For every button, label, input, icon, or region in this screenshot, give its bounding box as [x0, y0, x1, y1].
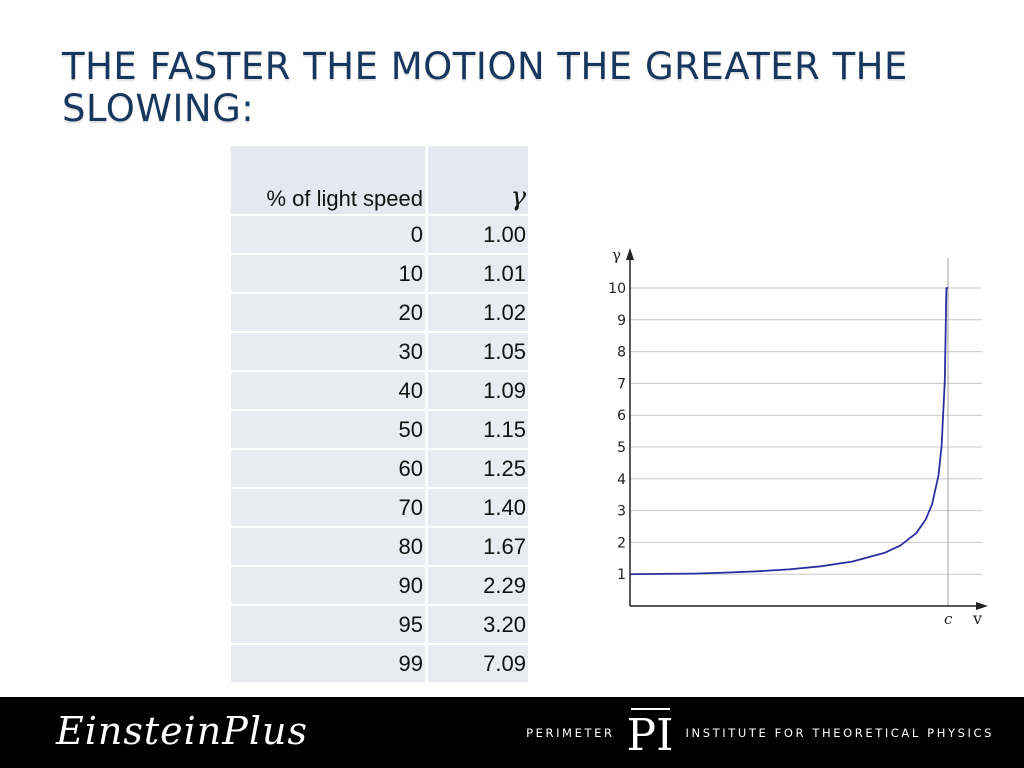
- cell-gamma: 1.40: [428, 489, 528, 528]
- cell-light-speed: 60: [231, 450, 428, 489]
- institute-text: INSTITUTE FOR THEORETICAL PHYSICS: [685, 726, 994, 740]
- c-label: c: [944, 610, 953, 628]
- table-row: 50 1.15: [231, 411, 528, 450]
- y-tick-label: 2: [617, 535, 626, 551]
- gamma-curve: [629, 287, 948, 576]
- y-tick-label: 5: [617, 440, 626, 456]
- table-row: 95 3.20: [231, 606, 528, 645]
- table-header-row: % of light speed γ: [231, 146, 528, 216]
- cell-gamma: 3.20: [428, 606, 528, 645]
- y-axis-arrow: [626, 248, 634, 260]
- table-body: 0 1.00 10 1.01 20 1.02 30 1.05 40 1.09 50 1.15 60 1.2…: [231, 216, 528, 684]
- table-row: 70 1.40: [231, 489, 528, 528]
- cell-light-speed: 40: [231, 372, 428, 411]
- pi-logo-mark: PI: [626, 708, 674, 761]
- table-row: 40 1.09: [231, 372, 528, 411]
- cell-light-speed: 10: [231, 255, 428, 294]
- chart-grid: [630, 287, 982, 575]
- cell-light-speed: 0: [231, 216, 428, 255]
- cell-gamma: 1.00: [428, 216, 528, 255]
- cell-light-speed: 70: [231, 489, 428, 528]
- cell-gamma: 1.02: [428, 294, 528, 333]
- table-row: 30 1.05: [231, 333, 528, 372]
- y-tick-label: 8: [617, 345, 626, 361]
- y-tick-labels: 1 2 3 4 5 6 7 8 9 10: [608, 281, 626, 583]
- table-row: 80 1.67: [231, 528, 528, 567]
- cell-light-speed: 30: [231, 333, 428, 372]
- y-tick-label: 6: [617, 408, 626, 424]
- header-light-speed: % of light speed: [231, 146, 428, 216]
- table-row: 20 1.02: [231, 294, 528, 333]
- cell-gamma: 1.01: [428, 255, 528, 294]
- y-tick-label: 3: [617, 504, 626, 520]
- slide-title: The faster the motion the greater the sl…: [62, 45, 908, 130]
- gamma-velocity-chart: 1 2 3 4 5 6 7 8 9 10 γ v c: [608, 246, 988, 628]
- cell-gamma: 1.25: [428, 450, 528, 489]
- cell-light-speed: 95: [231, 606, 428, 645]
- y-tick-label: 10: [608, 281, 626, 297]
- einsteinplus-logo: EinsteinPlus: [56, 709, 308, 753]
- perimeter-text: PERIMETER: [526, 726, 615, 740]
- cell-gamma: 1.15: [428, 411, 528, 450]
- footer-bar: EinsteinPlus PERIMETER PI INSTITUTE FOR …: [0, 697, 1024, 768]
- cell-gamma: 7.09: [428, 645, 528, 684]
- table-row: 0 1.00: [231, 216, 528, 255]
- gamma-table: % of light speed γ 0 1.00 10 1.01 20 1.02 30 1.…: [231, 146, 528, 684]
- cell-light-speed: 99: [231, 645, 428, 684]
- y-tick-label: 1: [617, 567, 626, 583]
- table-row: 99 7.09: [231, 645, 528, 684]
- y-tick-label: 9: [617, 313, 626, 329]
- table-row: 10 1.01: [231, 255, 528, 294]
- y-tick-label: 4: [617, 472, 626, 488]
- y-tick-label: 7: [617, 376, 626, 392]
- table-row: 90 2.29: [231, 567, 528, 606]
- cell-light-speed: 90: [231, 567, 428, 606]
- cell-light-speed: 50: [231, 411, 428, 450]
- table-row: 60 1.25: [231, 450, 528, 489]
- cell-gamma: 2.29: [428, 567, 528, 606]
- cell-gamma: 1.05: [428, 333, 528, 372]
- header-gamma: γ: [428, 146, 528, 216]
- x-axis-arrow: [976, 602, 988, 610]
- cell-gamma: 1.09: [428, 372, 528, 411]
- cell-gamma: 1.67: [428, 528, 528, 567]
- cell-light-speed: 80: [231, 528, 428, 567]
- y-axis-label: γ: [612, 246, 621, 264]
- cell-light-speed: 20: [231, 294, 428, 333]
- perimeter-institute-logo: PERIMETER PI INSTITUTE FOR THEORETICAL P…: [526, 703, 994, 763]
- x-axis-label: v: [972, 609, 982, 628]
